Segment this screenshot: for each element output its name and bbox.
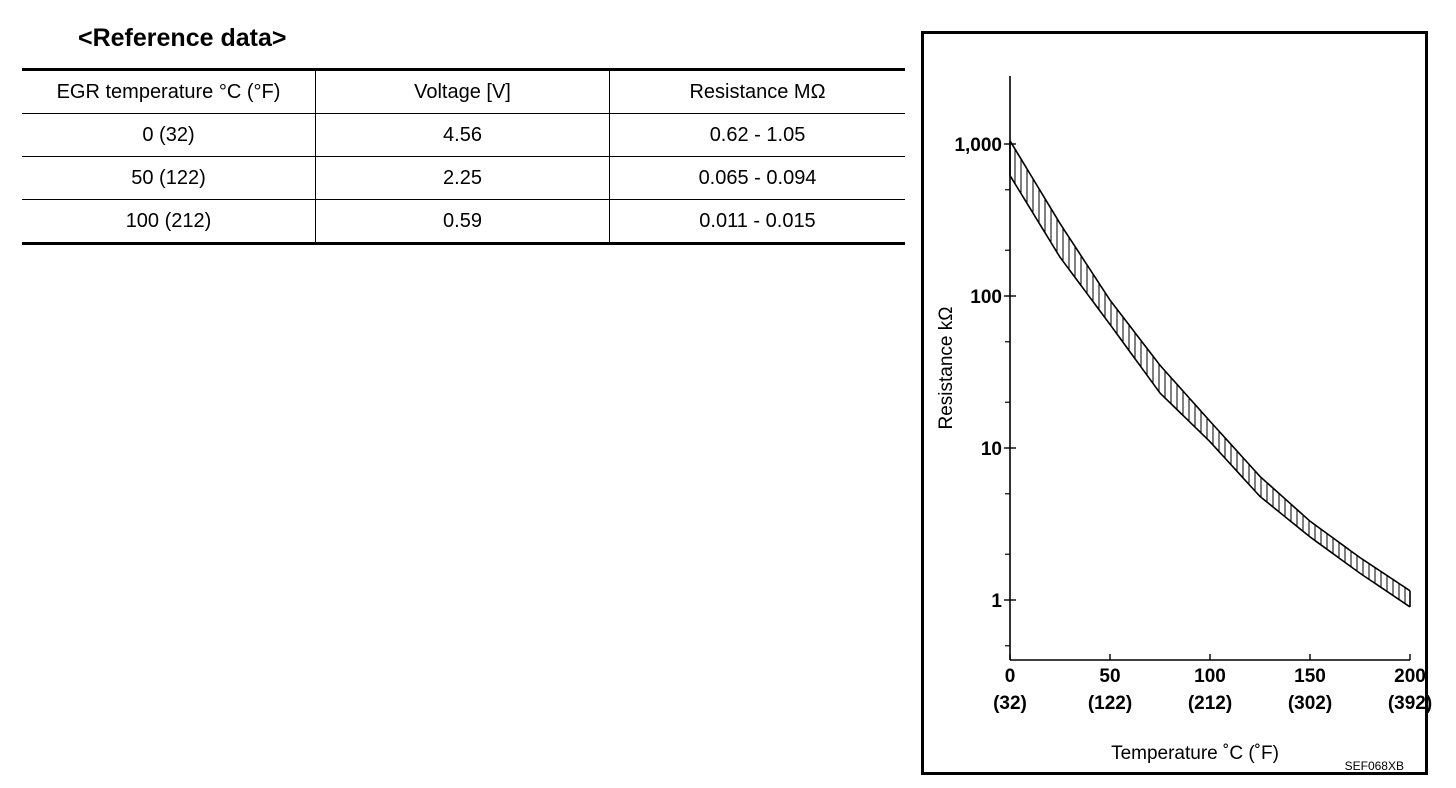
cell-resistance: 0.011 - 0.015 [609,199,905,244]
cell-temperature: 100 (212) [125,209,212,232]
chart-frame [921,31,1428,775]
cell-temperature: 0 (32) [22,113,316,157]
cell-voltage: 2.25 [315,156,610,200]
header-voltage: Voltage [V] [315,69,610,114]
cell-resistance: 0.065 - 0.094 [609,156,905,200]
reference-table: EGR temperature °C (°F) Voltage [V] Resi… [22,68,905,245]
table-header-row: EGR temperature °C (°F) Voltage [V] Resi… [22,69,905,114]
table-row: 100 (212) 0.59 0.011 - 0.015 [22,199,905,244]
table-row: 0 (32) 4.56 0.62 - 1.05 [22,113,905,157]
header-resistance: Resistance MΩ [609,69,905,114]
cell-voltage: 4.56 [315,113,610,157]
cell-temperature: 50 (122) [22,156,316,200]
reference-title: <Reference data> [78,24,287,52]
table-row: 50 (122) 2.25 0.065 - 0.094 [22,156,905,200]
header-egr-temperature: EGR temperature °C (°F) [22,69,316,114]
cell-voltage: 0.59 [315,199,610,244]
cell-resistance: 0.62 - 1.05 [609,113,905,157]
